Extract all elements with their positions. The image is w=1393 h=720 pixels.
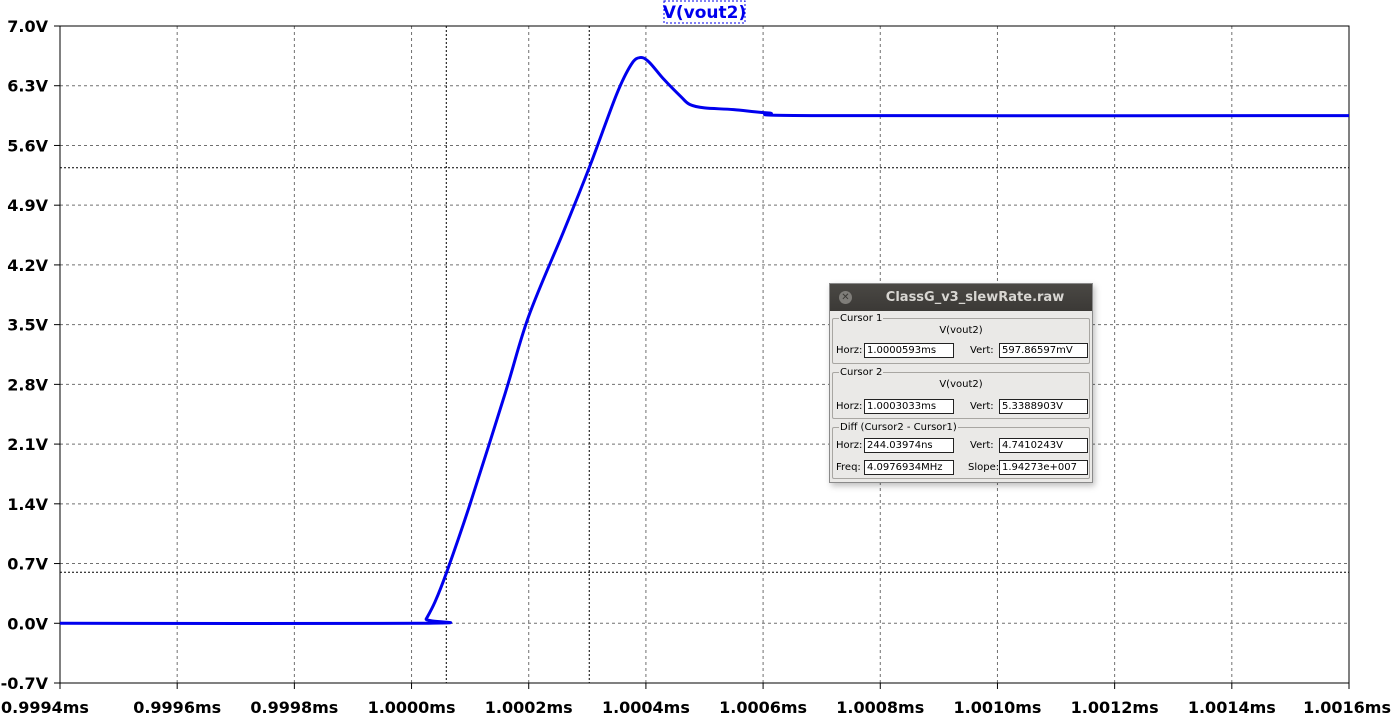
cursor-lines[interactable] bbox=[60, 26, 1349, 683]
cursor-readout-dialog[interactable]: ✕ ClassG_v3_slewRate.raw Cursor 1 V(vout… bbox=[829, 283, 1093, 483]
x-tick-label: 1.0004ms bbox=[602, 698, 690, 717]
cursor2-horz-label: Horz: bbox=[836, 401, 863, 412]
x-tick-label: 1.0002ms bbox=[485, 698, 573, 717]
diff-legend: Diff (Cursor2 - Cursor1) bbox=[839, 422, 958, 433]
x-tick-label: 0.9994ms bbox=[1, 698, 89, 717]
diff-slope-field[interactable]: 1.94273e+007 bbox=[999, 460, 1088, 475]
diff-vert-field[interactable]: 4.7410243V bbox=[999, 438, 1088, 453]
close-icon[interactable]: ✕ bbox=[839, 291, 852, 304]
y-tick-label: 4.2V bbox=[7, 256, 48, 275]
diff-freq-label: Freq: bbox=[836, 462, 861, 473]
cursor2-legend: Cursor 2 bbox=[839, 367, 884, 378]
cursor1-vert-label: Vert: bbox=[970, 345, 994, 356]
cursor2-vert-label: Vert: bbox=[970, 401, 994, 412]
x-tick-label: 1.0000ms bbox=[368, 698, 456, 717]
trace-title[interactable]: V(vout2) bbox=[663, 3, 747, 23]
cursor1-horz-label: Horz: bbox=[836, 345, 863, 356]
trace-title-group[interactable]: V(vout2) bbox=[663, 0, 747, 24]
diff-slope-label: Slope: bbox=[968, 462, 1000, 473]
cursor1-horz-field[interactable]: 1.0000593ms bbox=[864, 343, 954, 358]
x-tick-label: 0.9998ms bbox=[250, 698, 338, 717]
trace-title-box bbox=[663, 0, 746, 24]
x-axis: 0.9994ms 0.9996ms 0.9998ms 1.0000ms 1.0002ms… bbox=[1, 683, 1391, 717]
cursor1-group: Cursor 1 V(vout2) Horz: 1.0000593ms Vert… bbox=[832, 313, 1090, 364]
x-tick-label: 1.0012ms bbox=[1071, 698, 1159, 717]
y-axis: 7.0V 6.3V 5.6V 4.9V 4.2V 3.5V 2.8V 2.1V 1.4V 0.7V… bbox=[1, 17, 60, 693]
y-tick-label: 6.3V bbox=[7, 77, 48, 96]
y-tick-label: 2.8V bbox=[7, 375, 48, 394]
diff-group: Diff (Cursor2 - Cursor1) Horz: 244.03974… bbox=[832, 422, 1090, 479]
x-tick-label: 1.0010ms bbox=[953, 698, 1041, 717]
cursor2-horz-field[interactable]: 1.0003033ms bbox=[864, 399, 954, 414]
y-tick-label: -0.7V bbox=[1, 674, 49, 693]
x-tick-label: 1.0014ms bbox=[1188, 698, 1276, 717]
cursor2-signal: V(vout2) bbox=[939, 379, 983, 390]
y-tick-label: 3.5V bbox=[7, 316, 48, 335]
diff-freq-field[interactable]: 4.0976934MHz bbox=[864, 460, 954, 475]
cursor2-group: Cursor 2 V(vout2) Horz: 1.0003033ms Vert… bbox=[832, 367, 1090, 419]
series-layer bbox=[59, 55, 1350, 626]
y-tick-label: 1.4V bbox=[7, 495, 48, 514]
cursor2-vert-field[interactable]: 5.3388903V bbox=[999, 399, 1088, 414]
cursor1-legend: Cursor 1 bbox=[839, 313, 884, 324]
cursor1-vert-field[interactable]: 597.86597mV bbox=[999, 343, 1088, 358]
y-tick-label: 0.7V bbox=[7, 555, 48, 574]
y-tick-label: 0.0V bbox=[7, 614, 48, 633]
y-tick-label: 5.6V bbox=[7, 136, 48, 155]
y-tick-label: 2.1V bbox=[7, 435, 48, 454]
dialog-title: ClassG_v3_slewRate.raw bbox=[885, 290, 1065, 305]
x-tick-label: 1.0006ms bbox=[719, 698, 807, 717]
x-tick-label: 0.9996ms bbox=[133, 698, 221, 717]
y-tick-label: 7.0V bbox=[7, 17, 48, 36]
dialog-titlebar[interactable]: ✕ ClassG_v3_slewRate.raw bbox=[830, 284, 1092, 311]
y-tick-label: 4.9V bbox=[7, 196, 48, 215]
diff-horz-field[interactable]: 244.03974ns bbox=[864, 438, 954, 453]
cursor1-signal: V(vout2) bbox=[939, 325, 983, 336]
plot-frame bbox=[59, 25, 1350, 684]
x-tick-label: 1.0016ms bbox=[1303, 698, 1391, 717]
plot-grid bbox=[60, 26, 1349, 683]
diff-vert-label: Vert: bbox=[970, 440, 994, 451]
x-tick-label: 1.0008ms bbox=[836, 698, 924, 717]
diff-horz-label: Horz: bbox=[836, 440, 863, 451]
series-line-vout2 bbox=[59, 55, 1350, 626]
